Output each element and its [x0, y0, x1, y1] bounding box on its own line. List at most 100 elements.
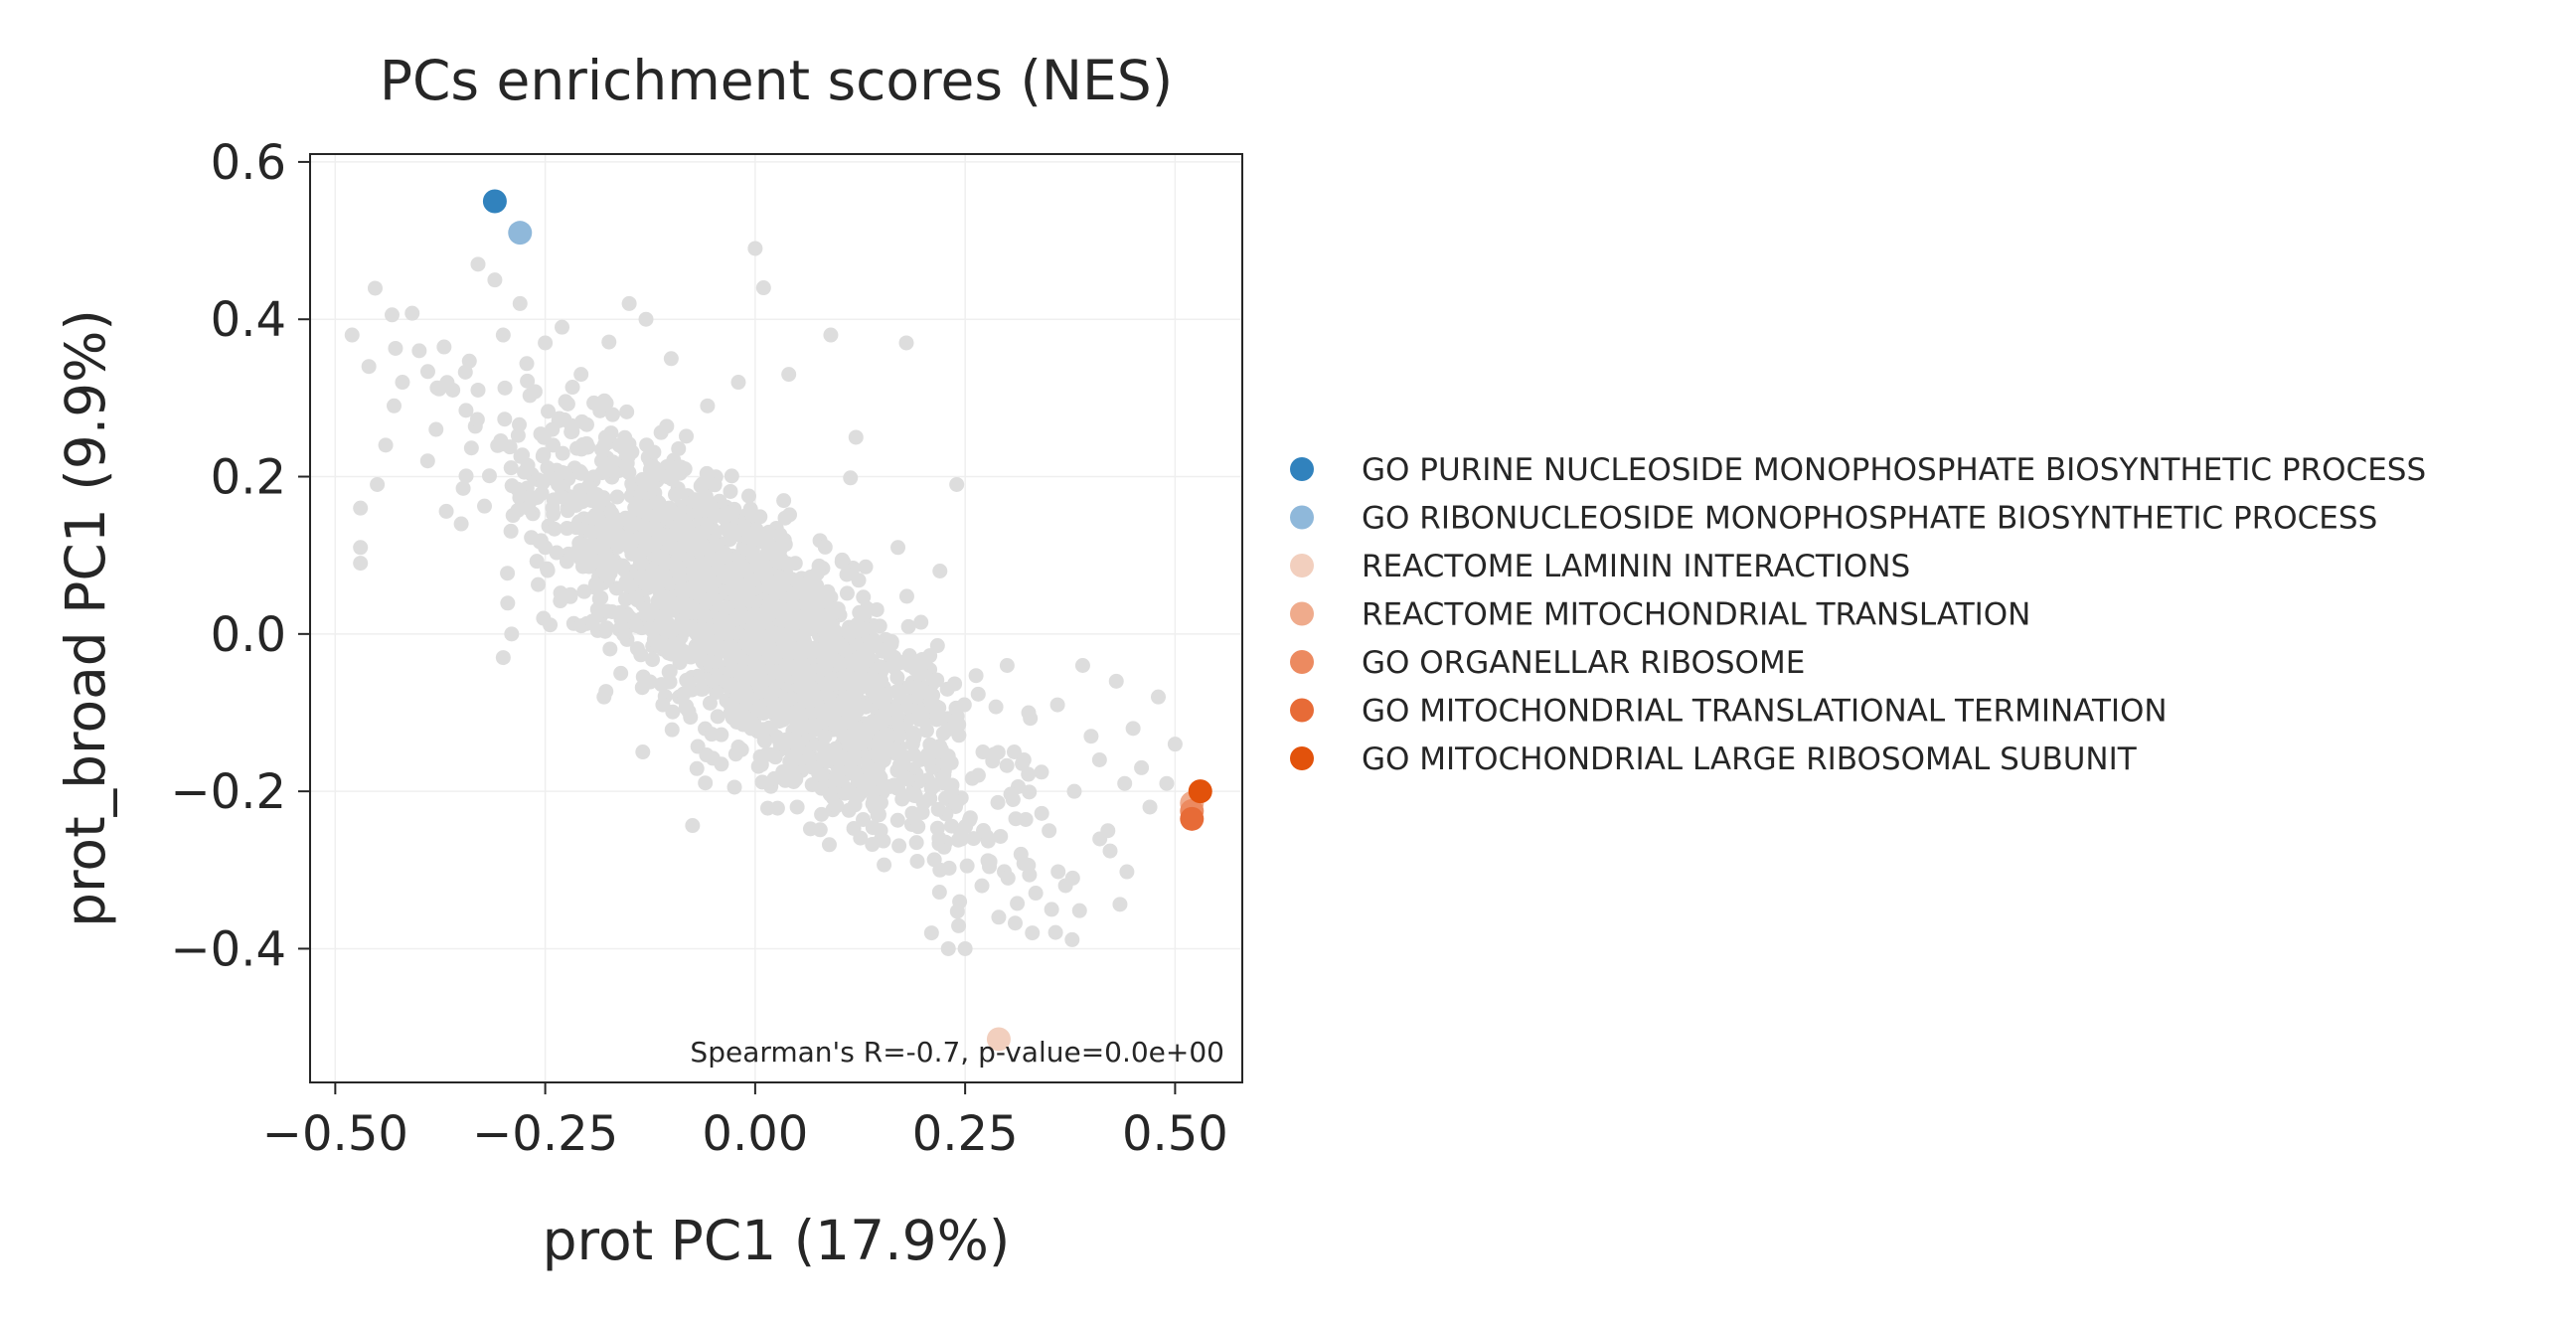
background-point: [1066, 783, 1082, 799]
background-point: [609, 489, 625, 505]
background-point: [573, 367, 589, 383]
background-point: [913, 666, 929, 682]
background-point: [534, 485, 550, 501]
background-point: [789, 719, 805, 735]
background-point: [596, 689, 612, 705]
background-point: [859, 720, 875, 736]
background-point: [353, 500, 369, 516]
background-point: [453, 516, 469, 532]
background-point: [952, 894, 968, 909]
background-point: [699, 747, 715, 763]
background-point: [949, 476, 965, 492]
background-point: [853, 830, 869, 846]
background-point: [1083, 729, 1099, 744]
background-point: [858, 699, 874, 715]
background-point: [590, 496, 606, 512]
background-point: [589, 601, 605, 617]
background-point: [671, 440, 687, 456]
background-point: [538, 540, 554, 556]
x-tick-label: 0.25: [912, 1106, 1019, 1162]
background-point: [1159, 775, 1175, 791]
background-point: [531, 577, 547, 592]
background-point: [818, 591, 834, 607]
background-point: [661, 664, 677, 680]
background-point: [1074, 657, 1090, 673]
background-point: [916, 684, 932, 700]
background-point: [613, 534, 629, 550]
background-point: [593, 453, 609, 469]
background-point: [693, 478, 709, 494]
background-point: [911, 704, 927, 720]
background-point: [724, 662, 739, 678]
background-point: [891, 728, 907, 743]
background-point: [939, 753, 955, 769]
background-point: [458, 468, 474, 484]
background-point: [743, 609, 759, 625]
background-point: [723, 705, 738, 721]
background-point: [858, 559, 874, 575]
background-point: [968, 668, 984, 684]
background-point: [580, 479, 596, 495]
background-point: [521, 500, 537, 516]
background-point: [966, 831, 982, 847]
background-point: [781, 732, 797, 747]
background-point: [730, 375, 746, 391]
background-point: [642, 674, 658, 690]
background-point: [384, 307, 400, 323]
background-point: [538, 335, 554, 351]
background-point: [856, 589, 872, 605]
background-point: [754, 556, 770, 572]
background-point: [698, 576, 714, 591]
background-point: [798, 595, 814, 611]
background-point: [726, 501, 742, 517]
x-axis-ticks: −0.50 −0.25 0.00 0.25 0.50: [262, 1082, 1228, 1162]
background-point: [872, 618, 887, 634]
background-point: [698, 775, 714, 791]
legend-marker-1: [1290, 505, 1314, 530]
background-point: [646, 459, 662, 475]
background-point: [781, 367, 797, 383]
background-point: [497, 412, 513, 427]
background-point: [948, 700, 964, 716]
background-point: [1102, 843, 1118, 859]
background-point: [659, 418, 675, 434]
background-point: [520, 373, 536, 389]
background-point: [929, 708, 945, 724]
background-point: [785, 705, 801, 721]
background-point: [663, 351, 679, 367]
background-point: [1028, 886, 1044, 902]
background-point: [436, 339, 452, 355]
background-point: [533, 426, 549, 442]
background-point: [593, 589, 609, 605]
background-point: [706, 477, 722, 493]
background-point: [481, 468, 497, 484]
background-point: [584, 613, 600, 629]
background-point: [563, 496, 578, 512]
background-point: [877, 857, 892, 873]
background-point: [632, 555, 648, 571]
background-point: [552, 411, 567, 426]
background-point: [620, 448, 636, 464]
background-point: [564, 423, 580, 439]
background-point: [742, 574, 758, 589]
background-point: [419, 453, 435, 469]
background-point: [644, 568, 660, 583]
background-point: [1134, 759, 1150, 775]
background-point: [823, 327, 839, 343]
background-point: [651, 592, 667, 608]
background-point: [834, 552, 850, 568]
background-point: [602, 641, 618, 657]
background-point: [361, 359, 377, 375]
background-point: [759, 800, 775, 816]
background-point: [812, 822, 828, 838]
background-point: [703, 498, 719, 514]
background-point: [701, 621, 717, 637]
background-point: [931, 830, 947, 846]
background-point: [1007, 915, 1023, 931]
y-tick-label: −0.4: [170, 921, 286, 977]
y-tick-label: 0.6: [211, 135, 286, 191]
background-point: [906, 807, 922, 823]
background-point: [510, 481, 526, 497]
background-point: [500, 566, 516, 581]
background-point: [495, 327, 511, 343]
